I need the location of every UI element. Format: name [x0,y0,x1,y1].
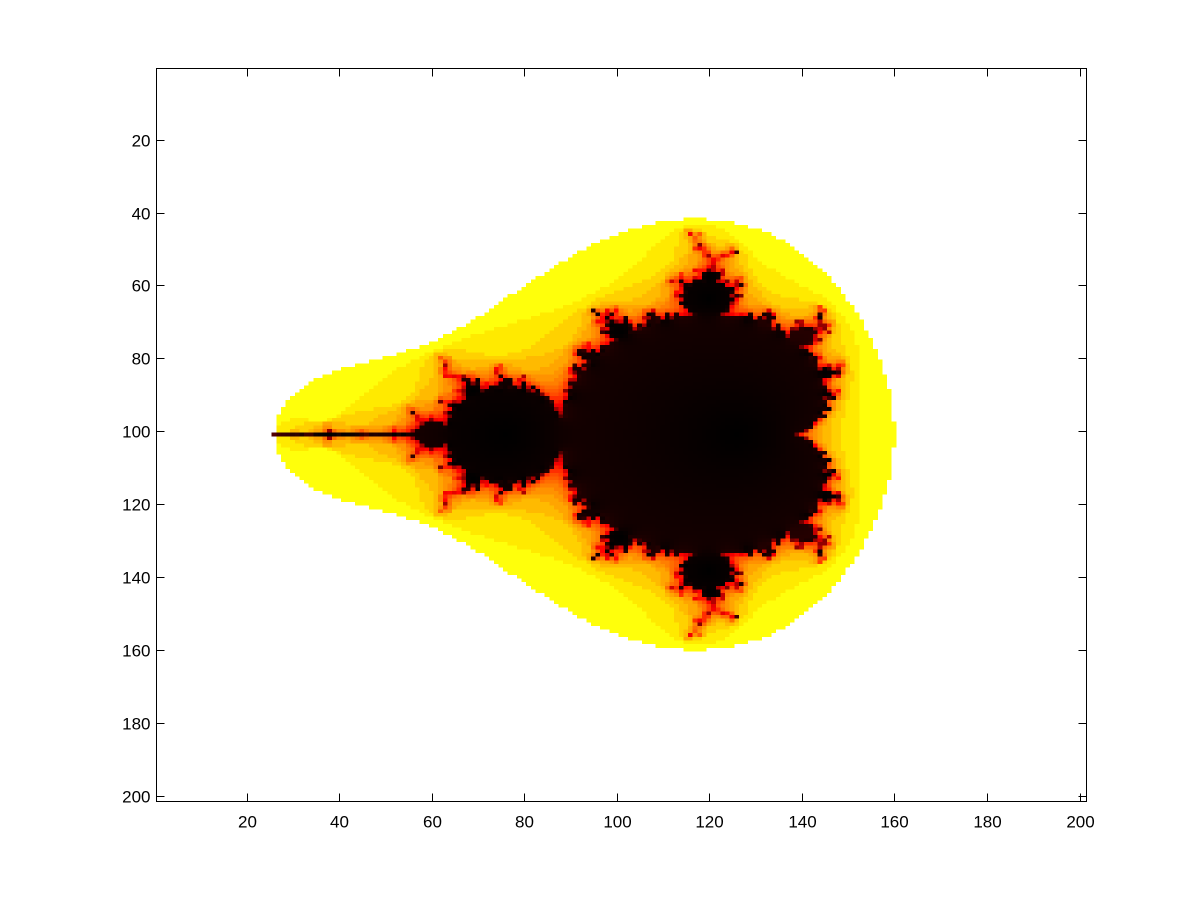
x-tick-label: 180 [973,813,1001,832]
y-tick-label: 60 [132,277,151,296]
y-tick-label: 120 [122,496,150,515]
y-tick-label: 160 [122,642,150,661]
x-tick-label: 160 [880,813,908,832]
x-tick-label: 200 [1066,813,1094,832]
x-tick-label: 120 [695,813,723,832]
y-tick-label: 40 [132,205,151,224]
x-tick-label: 20 [238,813,257,832]
y-tick-label: 100 [122,423,150,442]
y-tick-label: 180 [122,715,150,734]
mandelbrot-heatmap [156,68,1086,801]
y-tick-label: 80 [132,350,151,369]
x-tick-label: 80 [515,813,534,832]
x-tick-label: 100 [603,813,631,832]
y-tick-marks [156,140,1087,797]
x-tick-label: 40 [330,813,349,832]
y-tick-labels: 20 40 60 80 100 120 140 160 180 200 [122,132,150,807]
y-tick-label: 140 [122,569,150,588]
y-tick-label: 20 [132,132,151,151]
x-tick-labels: 20 40 60 80 100 120 140 160 180 200 [238,813,1095,832]
x-tick-marks [247,68,1081,802]
x-tick-label: 140 [788,813,816,832]
x-tick-label: 60 [423,813,442,832]
axes-box [156,68,1087,802]
y-tick-label: 200 [122,788,150,807]
